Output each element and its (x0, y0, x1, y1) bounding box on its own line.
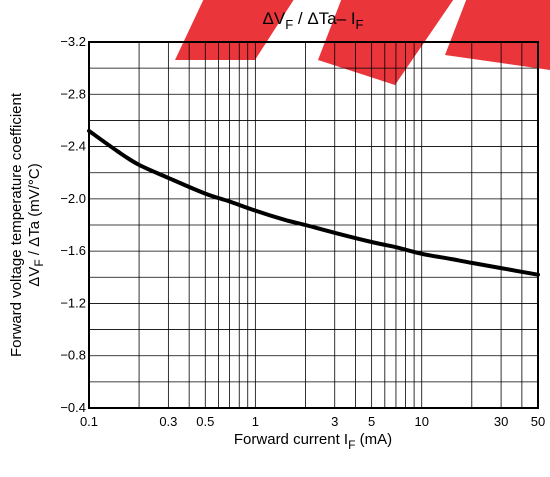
watermark-shape-3 (445, 0, 550, 70)
y-tick-label: −1.6 (60, 243, 86, 258)
y-tick-labels: −3.2 −2.8 −2.4 −2.0 −1.6 −1.2 −0.8 −0.4 (60, 34, 86, 415)
y-tick-label: −3.2 (60, 34, 86, 49)
watermark-shape-1 (175, 0, 294, 60)
x-axis-label: Forward current IF (mA) (234, 431, 392, 452)
x-tick-label: 3 (331, 414, 338, 429)
plot-frame (88, 41, 539, 409)
x-tick-label: 0.5 (196, 414, 214, 429)
x-tick-label: 30 (494, 414, 508, 429)
y-axis-label-line2: ΔVF / ΔTa (mV/°C) (26, 163, 46, 286)
chart-title: ΔVF / ΔTa– IF (263, 9, 364, 32)
x-tick-label: 5 (368, 414, 375, 429)
x-tick-label: 1 (252, 414, 259, 429)
y-tick-label: −1.2 (60, 295, 86, 310)
y-tick-label: −2.0 (60, 191, 86, 206)
y-tick-label: −2.8 (60, 86, 86, 101)
y-tick-label: −0.8 (60, 348, 86, 363)
y-axis-label: Forward voltage temperature coefficient … (8, 92, 46, 357)
series-line (87, 128, 540, 277)
y-tick-label: −2.4 (60, 139, 86, 154)
x-tick-labels: 0.1 0.3 0.5 1 3 5 10 30 50 (80, 414, 545, 429)
x-tick-label: 0.3 (159, 414, 177, 429)
curve-layer (87, 128, 540, 277)
x-tick-label: 50 (531, 414, 545, 429)
y-axis-label-line1: Forward voltage temperature coefficient (8, 92, 25, 357)
y-tick-label: −0.4 (60, 400, 86, 415)
grid (88, 41, 539, 409)
x-tick-label: 0.1 (80, 414, 98, 429)
x-tick-label: 10 (414, 414, 428, 429)
